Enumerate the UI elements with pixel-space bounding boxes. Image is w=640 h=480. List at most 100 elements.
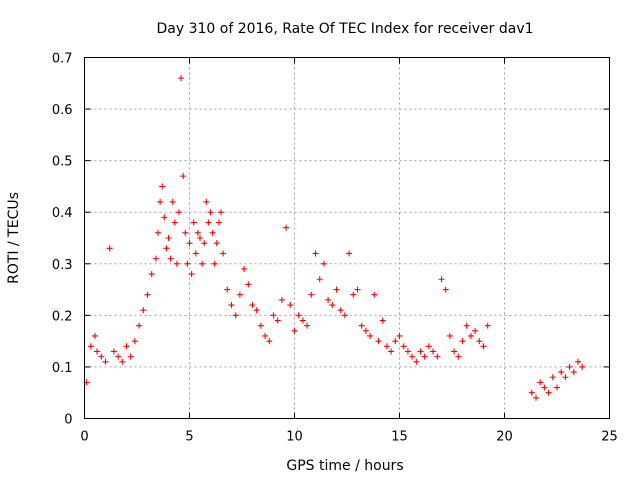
data-point bbox=[188, 271, 195, 278]
data-point bbox=[167, 255, 174, 262]
data-point bbox=[194, 229, 201, 236]
data-point bbox=[354, 286, 361, 293]
data-point bbox=[295, 312, 302, 319]
data-point bbox=[236, 291, 243, 298]
data-point bbox=[165, 235, 172, 241]
data-point bbox=[209, 229, 216, 236]
data-point bbox=[110, 348, 117, 355]
data-point bbox=[197, 235, 203, 241]
data-point bbox=[115, 353, 122, 360]
data-point bbox=[123, 343, 130, 350]
y-tick-label: 0.2 bbox=[52, 309, 73, 324]
data-point bbox=[476, 338, 483, 345]
data-point bbox=[421, 353, 428, 360]
data-point bbox=[545, 389, 552, 396]
data-point bbox=[413, 358, 420, 365]
data-point bbox=[400, 343, 407, 350]
data-point bbox=[220, 250, 227, 257]
data-point bbox=[438, 276, 445, 283]
data-point bbox=[201, 240, 208, 247]
data-point bbox=[159, 183, 166, 190]
data-point bbox=[157, 198, 164, 205]
data-point bbox=[362, 327, 369, 334]
data-point bbox=[245, 281, 252, 288]
data-point bbox=[218, 209, 224, 216]
data-point bbox=[325, 296, 332, 303]
data-point bbox=[274, 317, 281, 324]
data-point bbox=[383, 343, 390, 350]
data-point bbox=[299, 317, 306, 324]
data-point bbox=[320, 260, 327, 267]
x-tick-label: 25 bbox=[601, 430, 618, 445]
data-point bbox=[379, 317, 386, 324]
y-tick-label: 0.1 bbox=[52, 361, 73, 376]
data-point bbox=[169, 198, 176, 205]
x-tick-label: 20 bbox=[496, 430, 513, 445]
data-point bbox=[463, 322, 470, 329]
data-point bbox=[152, 255, 159, 262]
data-point bbox=[430, 348, 437, 355]
data-point bbox=[232, 312, 239, 319]
chart-title: Day 310 of 2016, Rate Of TEC Index for r… bbox=[156, 21, 533, 37]
y-tick-label: 0.5 bbox=[52, 155, 73, 170]
data-point bbox=[566, 363, 573, 370]
data-point bbox=[291, 327, 298, 334]
data-point bbox=[541, 384, 548, 391]
data-point bbox=[102, 358, 109, 365]
data-point bbox=[228, 302, 235, 309]
data-point bbox=[199, 260, 206, 267]
data-point bbox=[184, 260, 191, 267]
data-point bbox=[257, 322, 264, 329]
data-point bbox=[119, 358, 126, 365]
data-point bbox=[178, 75, 185, 82]
data-point bbox=[304, 322, 311, 329]
data-point bbox=[270, 312, 277, 319]
data-point bbox=[190, 219, 197, 226]
data-point bbox=[205, 219, 212, 226]
data-point bbox=[203, 198, 210, 205]
data-point bbox=[484, 322, 491, 329]
x-tick-label: 10 bbox=[286, 430, 303, 445]
x-axis-label: GPS time / hours bbox=[286, 458, 403, 474]
data-point bbox=[409, 353, 416, 360]
data-point bbox=[333, 286, 340, 293]
data-point bbox=[241, 265, 248, 272]
data-point bbox=[106, 245, 113, 252]
data-point bbox=[253, 307, 260, 314]
data-point bbox=[358, 322, 365, 329]
axis-ticks: 0 5 10 15 20 25 0 0.1 0.2 0.3 0.4 0.5 0.6 0.7 bbox=[52, 52, 618, 445]
data-point bbox=[266, 338, 273, 345]
data-point bbox=[528, 389, 535, 396]
data-point bbox=[287, 302, 294, 309]
data-point bbox=[533, 394, 539, 401]
data-point bbox=[575, 358, 581, 365]
data-point bbox=[148, 271, 155, 278]
x-tick-label: 5 bbox=[185, 430, 193, 445]
data-point bbox=[136, 322, 143, 329]
data-point bbox=[459, 338, 466, 345]
data-point bbox=[180, 173, 187, 180]
data-point bbox=[329, 302, 336, 309]
data-point bbox=[308, 291, 315, 298]
data-point bbox=[337, 307, 344, 314]
data-point bbox=[131, 338, 138, 345]
data-point bbox=[558, 369, 565, 376]
data-point bbox=[579, 363, 586, 370]
data-point bbox=[94, 348, 101, 355]
data-point bbox=[480, 343, 487, 350]
data-point bbox=[388, 348, 395, 355]
data-point bbox=[171, 219, 178, 226]
data-point bbox=[446, 332, 453, 339]
data-points bbox=[83, 75, 586, 401]
data-point bbox=[570, 369, 577, 376]
data-point bbox=[346, 250, 353, 257]
data-point bbox=[434, 353, 441, 360]
data-point bbox=[176, 209, 182, 216]
data-point bbox=[161, 214, 168, 221]
data-point bbox=[207, 209, 214, 216]
data-point bbox=[367, 332, 374, 339]
data-point bbox=[140, 307, 147, 314]
data-point bbox=[127, 353, 134, 360]
data-point bbox=[92, 332, 98, 339]
